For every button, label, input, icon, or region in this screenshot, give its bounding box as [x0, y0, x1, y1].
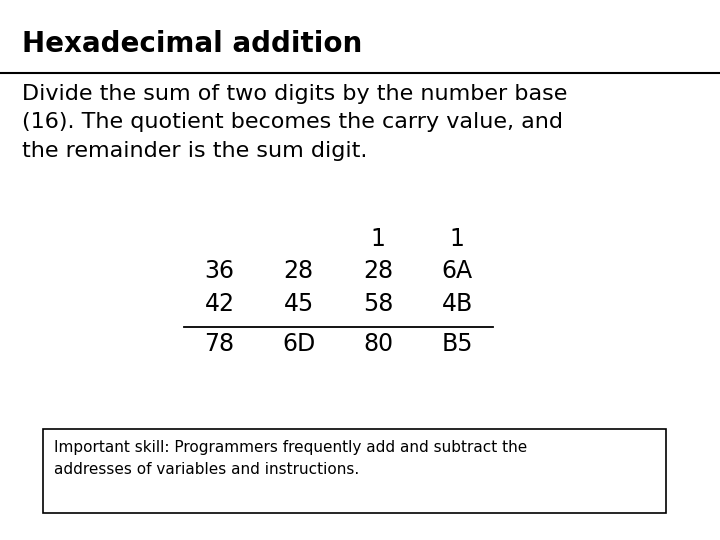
Text: 58: 58 — [363, 292, 393, 316]
Text: 4B: 4B — [441, 292, 473, 316]
Text: 42: 42 — [204, 292, 235, 316]
Text: B5: B5 — [441, 333, 473, 356]
Text: 80: 80 — [363, 333, 393, 356]
Text: 28: 28 — [284, 260, 314, 284]
Text: 45: 45 — [284, 292, 314, 316]
Text: Important skill: Programmers frequently add and subtract the
addresses of variab: Important skill: Programmers frequently … — [54, 440, 527, 477]
Text: Hexadecimal addition: Hexadecimal addition — [22, 30, 362, 58]
Text: 1: 1 — [371, 227, 385, 251]
Text: 28: 28 — [363, 260, 393, 284]
FancyBboxPatch shape — [43, 429, 666, 513]
Text: 1: 1 — [450, 227, 464, 251]
Text: 6D: 6D — [282, 333, 315, 356]
Text: 6A: 6A — [441, 260, 473, 284]
Text: Divide the sum of two digits by the number base
(16). The quotient becomes the c: Divide the sum of two digits by the numb… — [22, 84, 567, 161]
Text: 78: 78 — [204, 333, 235, 356]
Text: 36: 36 — [204, 260, 235, 284]
